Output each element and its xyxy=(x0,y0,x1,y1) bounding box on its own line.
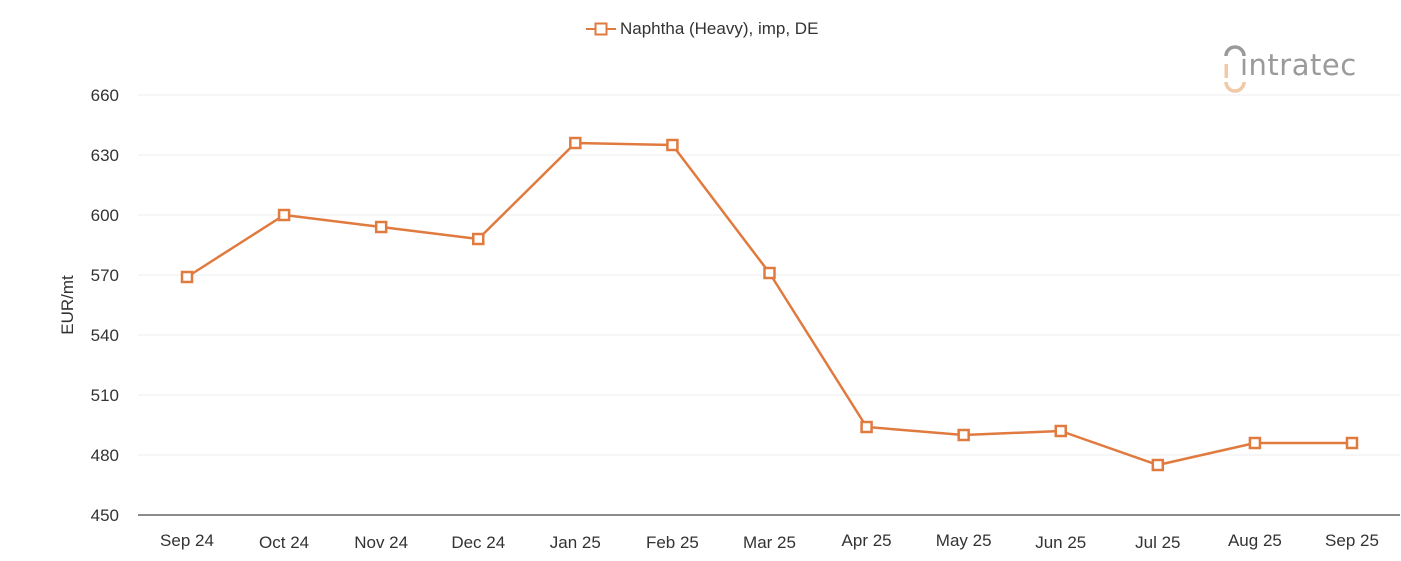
x-tick-label: Dec 24 xyxy=(451,533,505,552)
data-point-marker[interactable] xyxy=(180,270,194,284)
y-axis-label: EUR/mt xyxy=(58,275,77,335)
data-point-marker[interactable] xyxy=(277,208,291,222)
data-point-marker[interactable] xyxy=(1151,458,1165,472)
data-point-marker[interactable] xyxy=(1248,436,1262,450)
data-point-marker[interactable] xyxy=(472,232,485,246)
y-tick-label: 570 xyxy=(91,266,119,285)
y-tick-label: 600 xyxy=(91,206,119,225)
data-point-marker[interactable] xyxy=(666,138,679,152)
logo-arc-icon xyxy=(1224,45,1246,93)
data-point-marker[interactable] xyxy=(957,428,970,442)
logo-text: intratec xyxy=(1240,48,1357,82)
intratec-logo: intratec xyxy=(1222,42,1372,94)
x-tick-label: Aug 25 xyxy=(1228,531,1282,550)
data-point-marker[interactable] xyxy=(1345,436,1359,450)
x-tick-label: Jul 25 xyxy=(1135,533,1180,552)
y-tick-label: 630 xyxy=(91,146,119,165)
x-tick-label: Mar 25 xyxy=(743,533,796,552)
x-tick-label: Nov 24 xyxy=(354,533,408,552)
y-tick-label: 480 xyxy=(91,446,119,465)
x-tick-label: Oct 24 xyxy=(259,533,309,552)
x-tick-label: Jan 25 xyxy=(550,533,601,552)
gridlines xyxy=(138,94,1400,456)
x-tick-label: Feb 25 xyxy=(646,533,699,552)
x-tick-label: Apr 25 xyxy=(842,531,892,550)
data-point-marker[interactable] xyxy=(374,220,388,234)
legend-label: Naphtha (Heavy), imp, DE xyxy=(620,19,819,38)
legend-square-marker-icon xyxy=(586,22,616,36)
data-point-marker[interactable] xyxy=(763,266,776,280)
x-tick-label: May 25 xyxy=(936,531,992,550)
legend[interactable]: Naphtha (Heavy), imp, DE xyxy=(586,17,818,41)
data-point-marker[interactable] xyxy=(860,420,873,434)
series-markers xyxy=(180,136,1359,472)
x-tick-label: Sep 25 xyxy=(1325,531,1379,550)
data-point-marker[interactable] xyxy=(1054,424,1067,438)
y-tick-label: 540 xyxy=(91,326,119,345)
y-axis-ticks: 450 480 510 540 570 600 630 660 xyxy=(91,86,119,525)
x-axis-ticks: Sep 24 Oct 24 Nov 24 Dec 24 Jan 25 Feb 25 Mar … xyxy=(160,531,1379,552)
series-line xyxy=(186,141,1352,467)
y-tick-label: 660 xyxy=(91,86,119,105)
data-point-marker[interactable] xyxy=(569,136,582,150)
y-tick-label: 450 xyxy=(91,506,119,525)
x-tick-label: Jun 25 xyxy=(1035,533,1086,552)
y-tick-label: 510 xyxy=(91,386,119,405)
x-tick-label: Sep 24 xyxy=(160,531,214,550)
